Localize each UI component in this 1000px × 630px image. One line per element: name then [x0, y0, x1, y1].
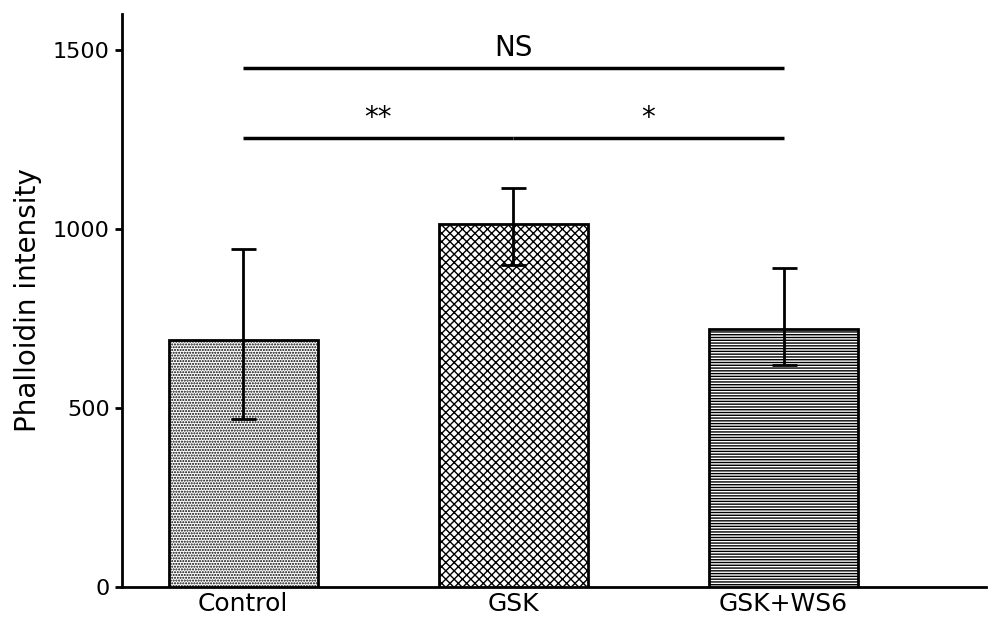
Bar: [709, 329, 858, 587]
Text: **: **: [365, 104, 392, 132]
Bar: [439, 224, 588, 587]
Bar: [169, 340, 318, 587]
Text: *: *: [642, 104, 655, 132]
Y-axis label: Phalloidin intensity: Phalloidin intensity: [14, 169, 42, 432]
Text: NS: NS: [494, 34, 533, 62]
